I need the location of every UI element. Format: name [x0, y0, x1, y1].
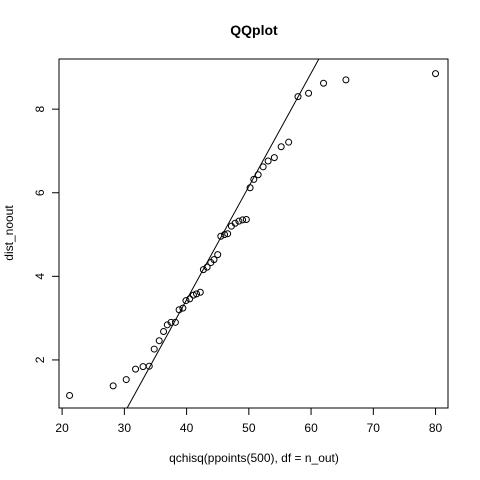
y-tick-label: 2 — [33, 356, 47, 363]
data-point — [66, 391, 74, 399]
data-point — [193, 290, 201, 298]
data-point — [221, 231, 229, 239]
plot-frame — [58, 58, 449, 409]
x-tick-label: 20 — [55, 421, 69, 435]
data-point — [167, 318, 175, 326]
data-point — [122, 376, 130, 384]
y-tick-label: 6 — [33, 189, 47, 196]
data-point — [214, 251, 222, 259]
data-point — [145, 362, 153, 370]
data-point — [210, 256, 218, 264]
data-point — [320, 79, 328, 87]
x-tick-label: 80 — [429, 421, 443, 435]
data-point — [189, 291, 197, 299]
data-point — [179, 304, 187, 312]
x-tick-label: 70 — [367, 421, 381, 435]
data-point — [139, 363, 147, 371]
data-point — [250, 175, 258, 183]
data-point — [259, 163, 267, 171]
x-axis-label: qchisq(ppoints(500), df = n_out) — [169, 451, 339, 465]
data-point — [239, 216, 247, 224]
data-point — [294, 93, 302, 101]
data-point — [231, 219, 239, 227]
data-point — [182, 297, 190, 305]
data-point — [264, 157, 272, 165]
y-tick-label: 4 — [33, 273, 47, 280]
chart-title: QQplot — [230, 22, 278, 38]
data-point — [432, 70, 440, 78]
data-point — [342, 76, 350, 84]
data-point — [160, 328, 168, 336]
data-point — [171, 318, 179, 326]
data-point — [254, 171, 262, 179]
data-point — [277, 143, 285, 151]
data-point — [270, 154, 278, 162]
x-axis: 20 30 40 50 60 70 80 — [55, 407, 443, 435]
data-point — [305, 89, 313, 97]
data-point — [150, 345, 158, 353]
data-point — [203, 263, 211, 271]
data-point — [246, 184, 254, 192]
data-point — [132, 365, 140, 373]
y-axis: 2 4 6 8 — [33, 105, 60, 363]
data-point — [155, 337, 163, 345]
data-point — [196, 288, 204, 296]
x-tick-label: 50 — [242, 421, 256, 435]
y-tick-label: 8 — [33, 105, 47, 112]
data-point — [224, 230, 232, 238]
x-tick-label: 40 — [180, 421, 194, 435]
y-axis-label: dist_noout — [2, 205, 16, 261]
data-points — [66, 70, 440, 399]
data-point — [186, 295, 194, 303]
data-point — [285, 138, 293, 146]
data-point — [109, 382, 117, 390]
data-point — [217, 232, 225, 240]
x-tick-label: 30 — [118, 421, 132, 435]
data-point — [175, 306, 183, 314]
data-point — [242, 215, 250, 223]
data-point — [235, 217, 243, 225]
x-tick-label: 60 — [304, 421, 318, 435]
